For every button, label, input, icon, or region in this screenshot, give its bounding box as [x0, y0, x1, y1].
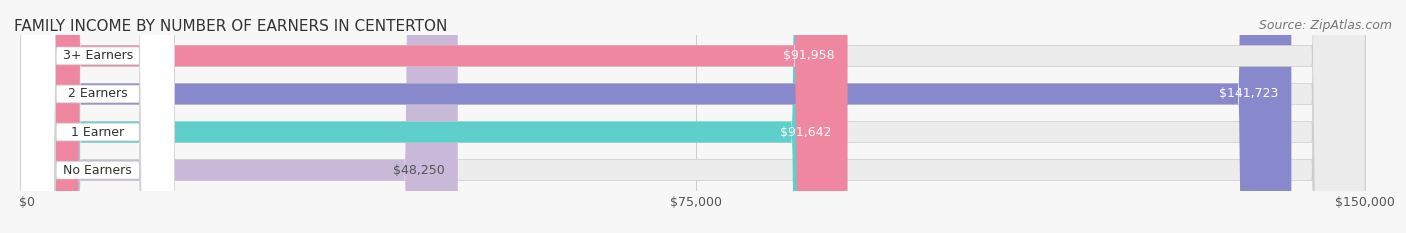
Text: 1 Earner: 1 Earner [72, 126, 124, 139]
FancyBboxPatch shape [28, 0, 1365, 233]
FancyBboxPatch shape [21, 0, 174, 233]
FancyBboxPatch shape [28, 0, 458, 233]
FancyBboxPatch shape [21, 0, 174, 233]
FancyBboxPatch shape [28, 0, 1365, 233]
FancyBboxPatch shape [28, 0, 1365, 233]
FancyBboxPatch shape [21, 0, 174, 233]
Text: No Earners: No Earners [63, 164, 132, 177]
Text: $141,723: $141,723 [1219, 87, 1278, 100]
FancyBboxPatch shape [28, 0, 1365, 233]
Text: $91,642: $91,642 [780, 126, 831, 139]
Text: FAMILY INCOME BY NUMBER OF EARNERS IN CENTERTON: FAMILY INCOME BY NUMBER OF EARNERS IN CE… [14, 19, 447, 34]
Text: $91,958: $91,958 [783, 49, 834, 62]
Text: 2 Earners: 2 Earners [67, 87, 128, 100]
Text: 3+ Earners: 3+ Earners [62, 49, 132, 62]
FancyBboxPatch shape [28, 0, 1291, 233]
Text: Source: ZipAtlas.com: Source: ZipAtlas.com [1258, 19, 1392, 32]
FancyBboxPatch shape [28, 0, 848, 233]
FancyBboxPatch shape [28, 0, 845, 233]
FancyBboxPatch shape [21, 0, 174, 233]
Text: $48,250: $48,250 [392, 164, 444, 177]
